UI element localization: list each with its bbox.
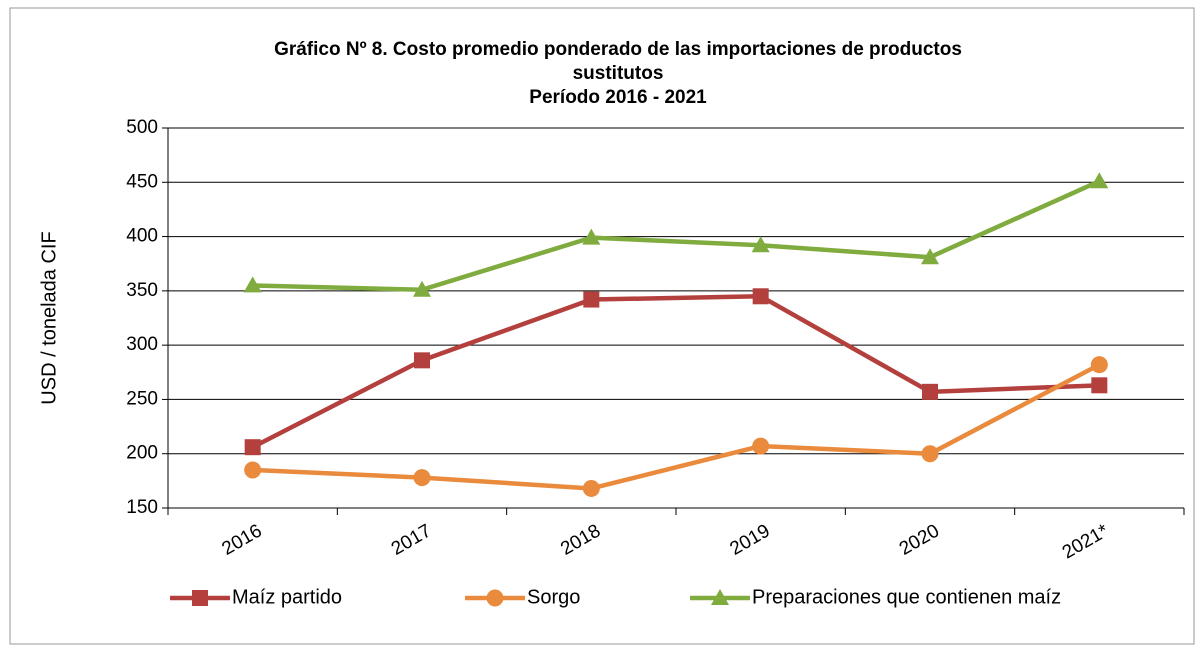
chart-frame [9,7,1195,645]
data-point [751,236,770,253]
data-point [243,276,262,293]
series-line [252,179,1101,293]
legend-label: Sorgo [527,586,580,608]
legend-marker [711,589,729,605]
y-tick-label: 300 [126,334,158,355]
data-point [1090,172,1109,189]
data-point [414,352,430,369]
data-point [1090,356,1108,374]
data-point [244,439,261,456]
data-point [413,280,431,297]
y-tick-label: 250 [126,388,158,409]
y-tick-label: 200 [126,443,158,464]
y-axis-label: USD / tonelada CIF [38,231,60,404]
series-line [251,294,1100,450]
data-point [752,437,770,455]
data-point [921,445,939,463]
data-point [244,461,262,479]
data-point [413,469,431,487]
chart-title: sustitutos [573,63,664,84]
y-tick-label: 350 [126,280,158,301]
data-point [752,288,769,305]
legend-marker [192,590,208,606]
legend-marker [486,589,504,607]
y-tick-label: 450 [126,171,158,192]
data-point [1091,377,1108,394]
data-point [582,479,600,497]
data-point [922,383,938,400]
y-tick-label: 150 [126,497,158,518]
data-point [583,291,600,308]
chart-title: Gráfico Nº 8. Costo promedio ponderado d… [274,39,962,60]
y-tick-label: 500 [126,117,158,138]
chart-title: Período 2016 - 2021 [529,87,707,108]
data-point [582,228,601,245]
data-point [921,248,939,265]
legend-label: Maíz partido [232,586,342,608]
series-line [252,362,1101,491]
y-tick-label: 400 [126,226,158,247]
legend-label: Preparaciones que contienen maíz [752,586,1061,608]
